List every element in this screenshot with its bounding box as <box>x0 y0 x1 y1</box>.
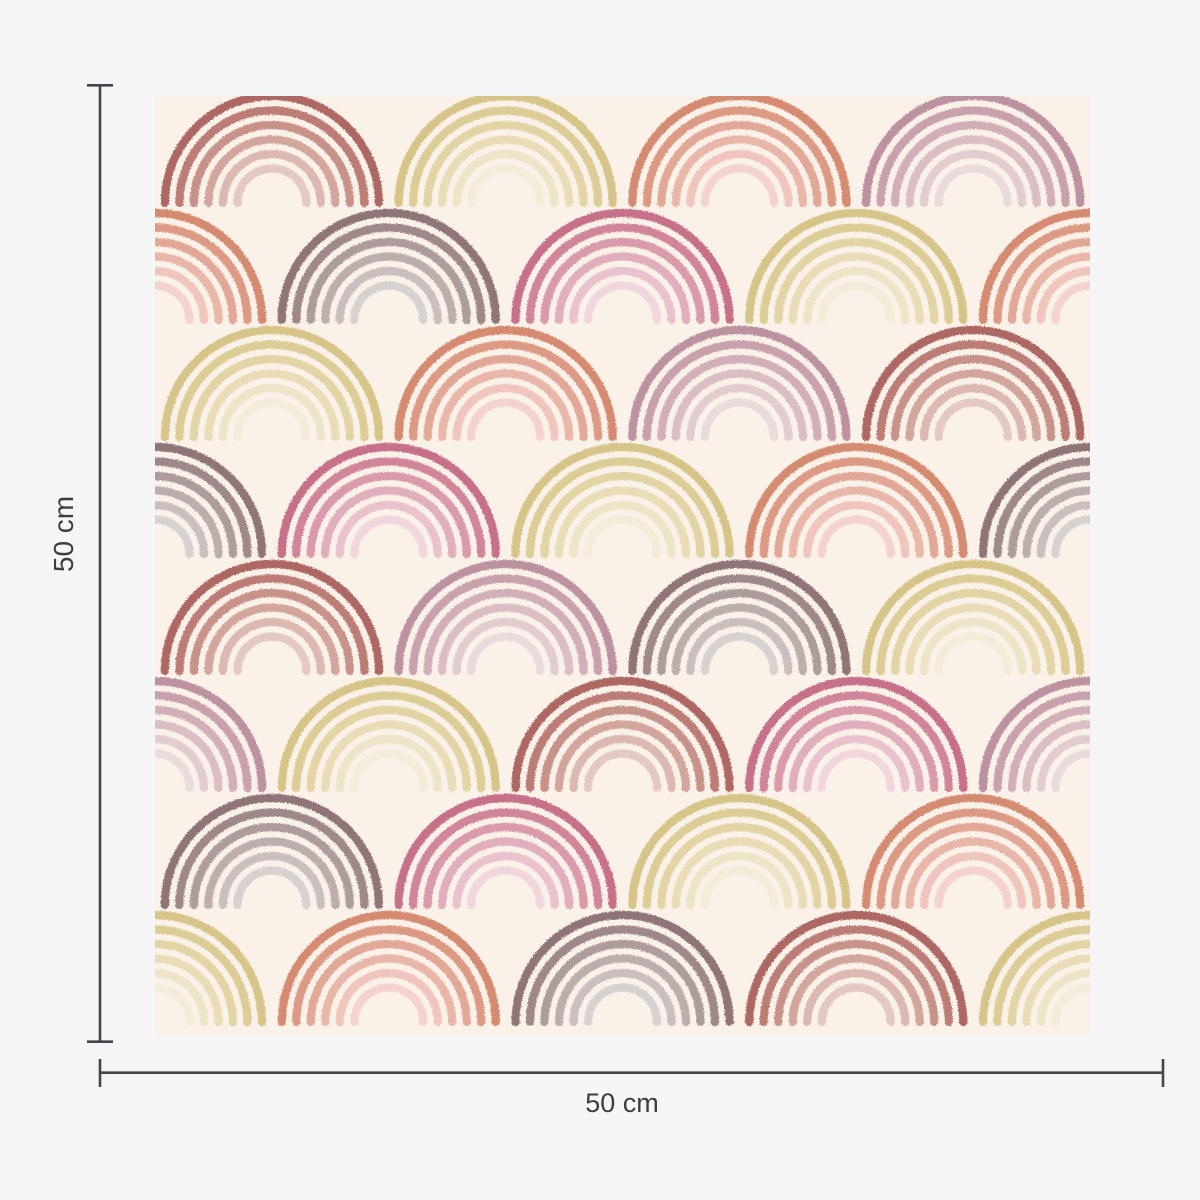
svg-text:50 cm: 50 cm <box>585 1088 659 1118</box>
